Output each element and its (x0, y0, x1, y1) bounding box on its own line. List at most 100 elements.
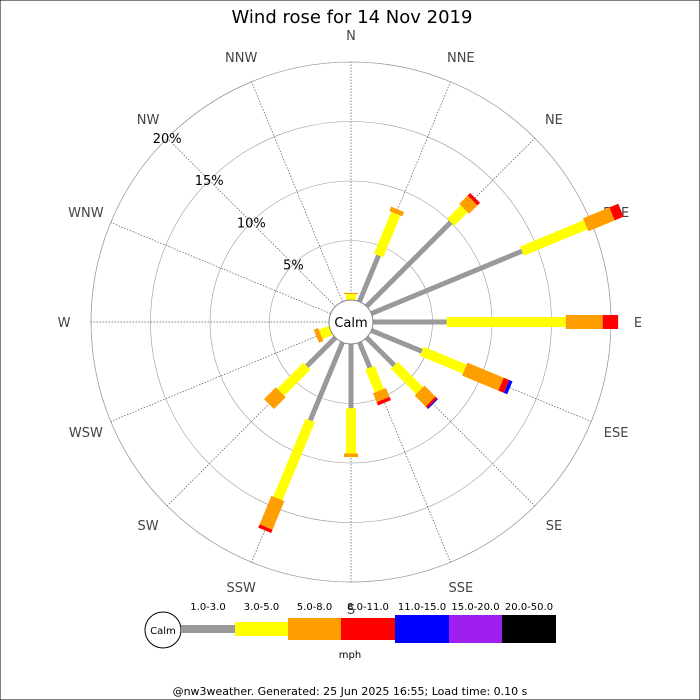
bar-ese-segment-2 (419, 346, 467, 374)
bar-e-segment-4 (602, 315, 619, 329)
legend-swatch-2 (235, 622, 288, 636)
bar-e-segment-1 (373, 319, 447, 325)
bar-n-segment-3 (344, 292, 358, 295)
bar-nne (357, 206, 405, 303)
ring-label-15: 15% (195, 174, 224, 189)
ring-labels-group: 5% 10% 15% 20% (153, 132, 304, 273)
bar-se (364, 335, 438, 409)
bar-e-segment-3 (565, 315, 603, 329)
legend-label-1: 1.0-3.0 (190, 602, 225, 613)
ring-label-20: 20% (153, 132, 182, 147)
bar-ssw-segment-2 (273, 418, 315, 501)
bar-e (373, 315, 619, 329)
bar-ssw-segment-3 (259, 495, 285, 530)
bar-wsw-segment-3 (313, 328, 324, 343)
bar-sse-segment-2 (365, 365, 385, 393)
spoke-nnw (251, 81, 343, 302)
legend: Calm 1.0-3.0 3.0-5.0 5.0-8.0 8.0-11.0 11.0-15… (144, 602, 556, 649)
bar-ene-segment-2 (520, 220, 588, 256)
spoke-nw (166, 137, 336, 307)
bar-sw-segment-2 (277, 362, 311, 396)
legend-label-4: 8.0-11.0 (347, 602, 389, 613)
legend-swatch-1 (181, 625, 235, 633)
spoke-wsw (110, 330, 331, 422)
bar-s-segment-2 (346, 408, 356, 454)
calm-label: Calm (334, 316, 367, 331)
chart-title: Wind rose for 14 Nov 2019 (232, 7, 473, 28)
bar-ese-segment-3 (462, 362, 504, 391)
direction-label-sse: SSE (448, 581, 473, 596)
direction-label-sw: SW (138, 519, 159, 534)
bar-se-segment-4 (425, 396, 438, 409)
direction-label-nne: NNE (447, 51, 475, 66)
legend-label-2: 3.0-5.0 (244, 602, 279, 613)
direction-label-nw: NW (137, 113, 160, 128)
legend-unit: mph (339, 650, 361, 661)
bar-ne-segment-4 (467, 192, 481, 206)
bar-ese-segment-4 (498, 377, 510, 393)
bar-se-segment-1 (364, 335, 397, 368)
ring-label-5: 5% (283, 258, 304, 273)
spoke-wnw (110, 222, 331, 314)
bar-se-segment-5 (427, 398, 438, 409)
bar-ese-segment-1 (370, 328, 423, 354)
bar-ne-segment-1 (364, 220, 453, 309)
bar-ese-segment-5 (503, 379, 513, 395)
calm-circle (328, 299, 374, 345)
bar-se-segment-3 (414, 385, 436, 407)
legend-label-7: 20.0-50.0 (505, 602, 553, 613)
legend-swatch-7 (502, 615, 556, 643)
legend-calm-label: Calm (150, 626, 176, 637)
bar-sw-segment-1 (305, 335, 338, 368)
legend-swatch-6 (449, 615, 502, 643)
direction-label-s: S (347, 603, 355, 618)
bar-ssw (258, 341, 345, 534)
bar-nne-segment-3 (389, 206, 405, 217)
bar-wsw (313, 325, 333, 343)
bar-s (344, 344, 358, 458)
bar-n-segment-2 (346, 294, 356, 300)
bar-sse-segment-4 (376, 396, 391, 406)
bar-e-segment-2 (446, 317, 566, 327)
direction-label-w: W (58, 316, 71, 331)
legend-swatch-3 (288, 618, 341, 640)
bars-group (258, 192, 624, 534)
bar-ene-segment-3 (583, 207, 615, 232)
bar-sse-segment-3 (372, 388, 390, 403)
direction-label-e: E (634, 316, 642, 331)
direction-label-ne: NE (545, 113, 563, 128)
bar-n (344, 292, 358, 300)
direction-label-se: SE (546, 519, 562, 534)
direction-label-wsw: WSW (69, 426, 103, 441)
legend-swatch-5 (395, 615, 449, 643)
bar-ssw-segment-4 (258, 524, 273, 534)
direction-label-n: N (346, 29, 356, 44)
bar-nne-segment-2 (373, 211, 401, 258)
bar-ssw-segment-1 (307, 341, 345, 422)
bar-ne-segment-2 (447, 205, 468, 226)
ring-label-10: 10% (237, 216, 266, 231)
bar-ene (370, 203, 624, 316)
bar-nne-segment-1 (357, 254, 381, 303)
bar-sw-segment-3 (264, 387, 286, 409)
bar-s-segment-3 (344, 453, 358, 458)
direction-label-ese: ESE (604, 426, 629, 441)
bar-se-segment-2 (390, 361, 424, 395)
bar-ene-segment-1 (370, 248, 523, 316)
bar-sse-segment-1 (357, 341, 373, 369)
legend-label-5: 11.0-15.0 (398, 602, 446, 613)
bar-ene-segment-4 (609, 203, 624, 221)
bar-ne (364, 192, 481, 309)
direction-label-ssw: SSW (226, 581, 256, 596)
legend-label-3: 5.0-8.0 (297, 602, 332, 613)
legend-swatch-4 (341, 618, 395, 640)
legend-label-6: 15.0-20.0 (451, 602, 499, 613)
bar-wsw-segment-2 (318, 325, 333, 340)
footer-text: @nw3weather. Generated: 25 Jun 2025 16:5… (173, 685, 528, 698)
direction-label-nnw: NNW (225, 51, 257, 66)
bar-sse (357, 341, 391, 406)
bar-sw (264, 335, 338, 409)
bar-ese (370, 328, 513, 395)
bar-s-segment-1 (348, 344, 354, 409)
